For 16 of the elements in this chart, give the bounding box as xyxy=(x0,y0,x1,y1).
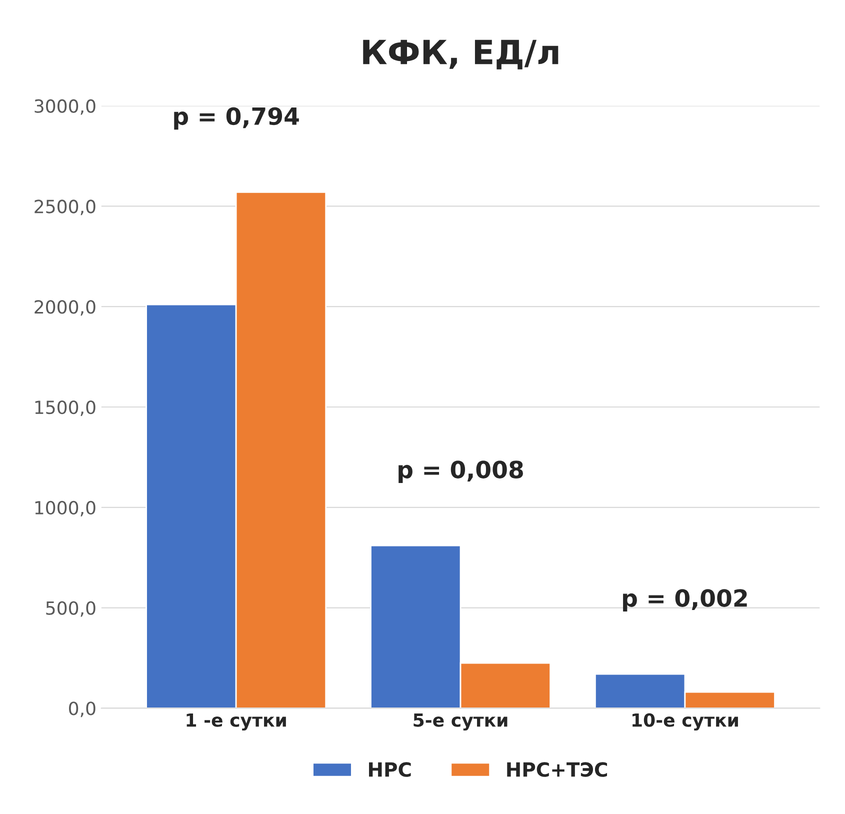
y-tick-label: 2000,0 xyxy=(34,300,96,316)
y-tick-label: 2500,0 xyxy=(34,200,96,216)
x-tick-label: 10-е сутки xyxy=(632,713,738,731)
y-tick-label: 1000,0 xyxy=(35,500,96,516)
x-tick-label: 5-е сутки xyxy=(414,713,508,731)
legend-label: НРС xyxy=(369,762,411,777)
annotation: p = 0,794 xyxy=(174,107,299,130)
x-tick-label: 1 -е сутки xyxy=(186,713,286,731)
y-tick-label: 3000,0 xyxy=(34,99,96,115)
chart-title: КФК, ЕД/л xyxy=(363,40,558,70)
annotation: p = 0,002 xyxy=(623,589,747,612)
annotation: p = 0,008 xyxy=(398,460,523,484)
y-tick-label: 500,0 xyxy=(46,601,96,617)
legend-label: НРС+ТЭС xyxy=(507,762,608,777)
y-tick-label: 1500,0 xyxy=(35,400,96,416)
y-tick-label: 0,0 xyxy=(69,702,96,718)
